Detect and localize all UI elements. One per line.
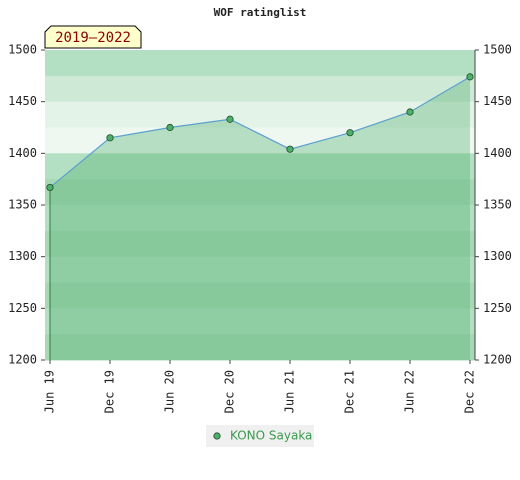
y-tick-label: 1250 [8,301,37,315]
band [45,179,475,206]
point [406,108,414,116]
point [226,115,234,123]
x-tick-label: Dec 21 [343,370,357,413]
point [346,129,354,137]
annotation-box [44,25,142,49]
y-tick-label: 1350 [8,198,37,212]
point [106,134,114,142]
y2-tick-label: 1300 [483,249,512,263]
y-tick-label: 1200 [8,353,37,367]
x-tick-label: Jun 19 [43,370,57,413]
band [45,127,475,154]
band [45,282,475,309]
x-tick-label: Jun 22 [403,370,417,413]
legend-label: KONO Sayaka [230,429,312,443]
band [45,230,475,258]
x-tick-label: Dec 20 [223,370,237,413]
band [45,205,475,232]
y2-tick-label: 1350 [483,198,512,212]
chart-title: WOF ratinglist [214,6,307,19]
area [50,76,470,360]
point [46,183,54,192]
y-tick-label: 1300 [8,249,37,263]
x-tick-label: Dec 22 [463,370,477,413]
x-tick-label: Dec 19 [103,370,117,413]
band [45,256,475,283]
band [45,50,475,77]
y2-tick-label: 1200 [483,353,512,367]
legend-box [206,425,314,447]
point [166,123,174,132]
band [45,308,475,335]
line [49,76,471,188]
point [466,73,474,81]
point [286,145,294,153]
x-tick-label: Jun 20 [163,370,177,413]
y2-tick-label: 1250 [483,301,512,315]
band [45,153,475,180]
y-tick-label: 1500 [8,43,37,57]
band [45,334,475,361]
annotation: 2019–2022 [55,30,131,46]
band [45,75,475,103]
legend-marker [213,432,221,440]
y2-tick-label: 1400 [483,146,512,160]
y2-tick-label: 1450 [483,94,512,108]
x-tick-label: Jun 21 [283,370,297,413]
y-tick-label: 1450 [8,94,37,108]
y-tick-label: 1400 [8,146,37,160]
y2-tick-label: 1500 [483,43,512,57]
